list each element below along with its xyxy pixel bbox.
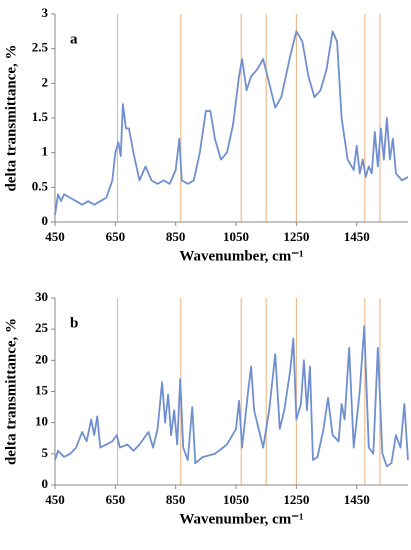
data-line — [54, 30, 409, 216]
y-tick-label: 1.5 — [32, 109, 49, 124]
y-tick-label: 0 — [42, 213, 49, 228]
x-tick-label: 450 — [45, 492, 65, 507]
y-tick-label: 30 — [35, 289, 48, 304]
panel-label: a — [70, 31, 78, 47]
x-tick-label: 1450 — [344, 229, 370, 244]
y-tick-label: 2 — [42, 74, 49, 89]
x-axis-label: Wavenumber, cm⁻¹ — [179, 511, 303, 527]
x-tick-label: 1250 — [283, 229, 309, 244]
x-tick-label: 1450 — [344, 492, 370, 507]
y-axis-label: delta transmittance, % — [3, 318, 19, 465]
x-tick-label: 1050 — [223, 492, 249, 507]
y-tick-label: 20 — [35, 351, 48, 366]
x-tick-label: 1250 — [283, 492, 309, 507]
y-tick-label: 1 — [42, 144, 49, 159]
y-tick-label: 10 — [35, 414, 48, 429]
y-tick-label: 5 — [42, 445, 49, 460]
y-axis-label: delta transmittance, % — [3, 44, 19, 191]
y-tick-label: 0.5 — [32, 178, 49, 193]
data-line — [54, 325, 409, 468]
x-tick-label: 1050 — [223, 229, 249, 244]
y-tick-label: 3 — [42, 5, 49, 20]
y-tick-label: 0 — [42, 476, 49, 491]
x-tick-label: 450 — [45, 229, 65, 244]
panel-label: b — [70, 315, 78, 331]
x-tick-label: 850 — [166, 492, 186, 507]
x-tick-label: 650 — [106, 229, 126, 244]
y-tick-label: 2.5 — [32, 40, 49, 55]
x-axis-label: Wavenumber, cm⁻¹ — [179, 248, 303, 264]
x-tick-label: 650 — [106, 492, 126, 507]
y-tick-label: 15 — [35, 382, 49, 397]
y-tick-label: 25 — [35, 320, 49, 335]
x-tick-label: 850 — [166, 229, 186, 244]
